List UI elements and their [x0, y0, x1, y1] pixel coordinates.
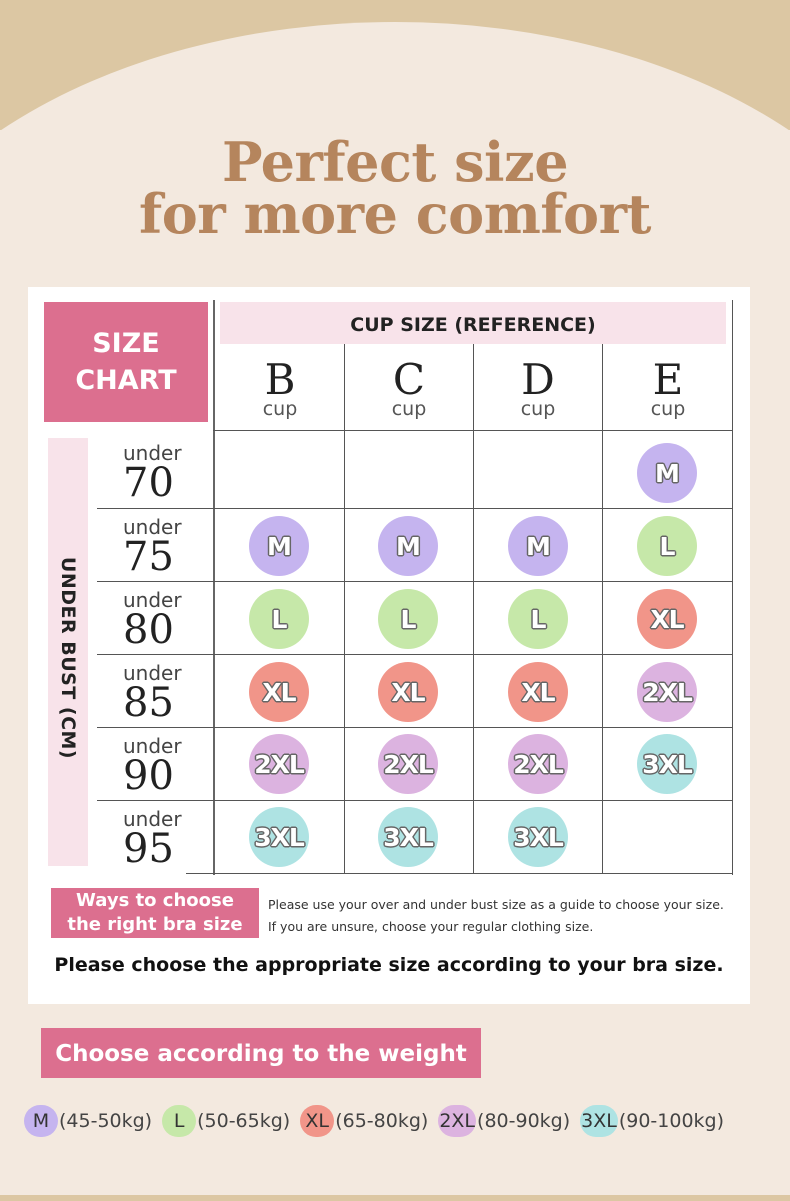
size-badge-l: L — [378, 589, 438, 649]
weight-range: (45-50kg) — [59, 1110, 153, 1132]
grid-line — [344, 344, 345, 874]
row-under-word: under — [123, 807, 182, 831]
row-band-value: 85 — [123, 680, 174, 726]
row-band-value: 80 — [123, 607, 174, 653]
ways-to-choose-box: Ways to choose the right bra size — [51, 888, 259, 938]
size-badge-3xl: 3XL — [249, 807, 309, 867]
bra-size-note: Please choose the appropriate size accor… — [54, 954, 724, 976]
row-under-word: under — [123, 515, 182, 539]
size-badge-m: M — [378, 516, 438, 576]
cup-word: cup — [391, 398, 427, 420]
cup-word: cup — [650, 398, 686, 420]
size-dot-xl: XL — [300, 1105, 335, 1137]
weight-range: (50-65kg) — [197, 1110, 291, 1132]
headline-line-1: Perfect size — [221, 130, 569, 194]
grid-line — [97, 508, 733, 509]
legend-item-3xl: 3XL (90-100kg) — [580, 1105, 724, 1137]
size-badge-2xl: 2XL — [508, 734, 568, 794]
bottom-strip — [0, 1195, 790, 1201]
size-badge-m: M — [249, 516, 309, 576]
cup-word: cup — [262, 398, 298, 420]
size-badge-m: M — [508, 516, 568, 576]
cup-size-header: CUP SIZE (REFERENCE) — [220, 302, 726, 344]
legend-item-m: M (45-50kg) — [24, 1105, 152, 1137]
size-dot-3xl: 3XL — [580, 1105, 618, 1137]
size-badge-xl: XL — [378, 662, 438, 722]
weight-legend: M (45-50kg) L (50-65kg) XL (65-80kg) 2XL… — [24, 1104, 734, 1138]
row-band-value: 70 — [123, 460, 174, 506]
weight-range: (90-100kg) — [618, 1110, 725, 1132]
cup-header-e: E cup — [604, 355, 732, 420]
size-badge-3xl: 3XL — [637, 734, 697, 794]
grid-line — [97, 800, 733, 801]
cup-letter: B — [264, 355, 296, 404]
size-badge-l: L — [508, 589, 568, 649]
size-chart-title-line-1: SIZE — [92, 328, 160, 359]
size-badge-m: M — [637, 443, 697, 503]
ways-title-line-1: Ways to choose — [76, 890, 234, 911]
guide-line-1: Please use your over and under bust size… — [268, 897, 724, 912]
size-guide-text: Please use your over and under bust size… — [268, 894, 724, 938]
cup-header-b: B cup — [216, 355, 344, 420]
size-badge-3xl: 3XL — [508, 807, 568, 867]
under-bust-bar — [48, 438, 88, 866]
size-dot-l: L — [162, 1105, 197, 1137]
cup-word: cup — [520, 398, 556, 420]
size-dot-m: M — [24, 1105, 58, 1137]
weight-heading: Choose according to the weight — [41, 1028, 481, 1078]
grid-line — [732, 300, 733, 875]
size-badge-xl: XL — [249, 662, 309, 722]
grid-line — [186, 873, 733, 874]
size-badge-3xl: 3XL — [378, 807, 438, 867]
grid-line — [473, 344, 474, 874]
size-dot-2xl: 2XL — [438, 1105, 477, 1137]
legend-item-l: L (50-65kg) — [162, 1105, 290, 1137]
top-decorative-arc — [0, 0, 790, 130]
cup-letter: C — [392, 355, 426, 404]
size-badge-2xl: 2XL — [378, 734, 438, 794]
cup-letter: D — [521, 355, 555, 404]
row-under-word: under — [123, 661, 182, 685]
legend-item-2xl: 2XL (80-90kg) — [438, 1105, 570, 1137]
headline: Perfect size for more comfort — [0, 130, 790, 246]
guide-line-2: If you are unsure, choose your regular c… — [268, 919, 594, 934]
size-badge-xl: XL — [637, 589, 697, 649]
grid-line — [97, 581, 733, 582]
size-chart-title-line-2: CHART — [75, 365, 177, 396]
grid-line — [97, 654, 733, 655]
size-badge-2xl: 2XL — [637, 662, 697, 722]
legend-item-xl: XL (65-80kg) — [300, 1105, 428, 1137]
weight-range: (80-90kg) — [477, 1110, 571, 1132]
headline-line-2: for more comfort — [139, 182, 651, 246]
grid-line — [602, 344, 603, 874]
size-badge-l: L — [637, 516, 697, 576]
row-under-word: under — [123, 588, 182, 612]
grid-line — [97, 727, 733, 728]
row-under-word: under — [123, 441, 182, 465]
weight-range: (65-80kg) — [335, 1110, 429, 1132]
size-badge-2xl: 2XL — [249, 734, 309, 794]
grid-line — [213, 430, 733, 431]
size-badge-xl: XL — [508, 662, 568, 722]
ways-title-line-2: the right bra size — [67, 914, 243, 935]
cup-header-d: D cup — [474, 355, 602, 420]
size-badge-l: L — [249, 589, 309, 649]
cup-letter: E — [652, 355, 684, 404]
cup-header-c: C cup — [345, 355, 473, 420]
row-band-value: 95 — [123, 826, 174, 872]
row-band-value: 75 — [123, 534, 174, 580]
size-chart-title: SIZE CHART — [44, 302, 208, 422]
grid-line — [213, 300, 215, 875]
row-under-word: under — [123, 734, 182, 758]
row-band-value: 90 — [123, 753, 174, 799]
under-bust-label: UNDER BUST (CM) — [57, 556, 79, 760]
